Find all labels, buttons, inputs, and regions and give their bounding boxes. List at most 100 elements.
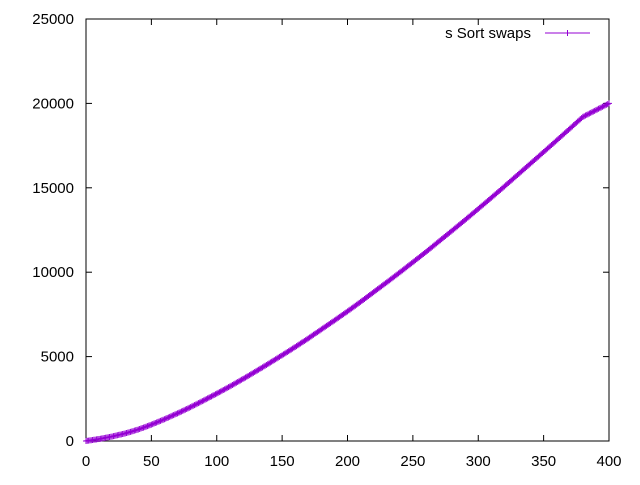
data-point-marker [152, 420, 159, 427]
data-point-marker [164, 415, 171, 422]
data-point-marker [174, 410, 181, 417]
data-point-marker [196, 399, 203, 406]
legend-plus-marker [564, 30, 571, 36]
data-point-marker [590, 108, 597, 115]
y-tick-label: 15000 [32, 180, 74, 197]
data-point-marker [169, 412, 176, 419]
data-point-marker [598, 104, 605, 111]
y-tick-label: 5000 [41, 349, 74, 366]
data-point-marker [166, 413, 173, 420]
data-point-marker [191, 402, 198, 409]
data-point-marker [156, 418, 163, 425]
data-point-marker [237, 377, 244, 384]
data-point-marker [157, 417, 164, 424]
data-point-marker [606, 100, 612, 107]
x-tick-label: 100 [204, 453, 229, 470]
data-point-marker [209, 392, 216, 399]
data-point-marker [201, 396, 208, 403]
data-point-marker [186, 404, 193, 411]
data-point-marker [212, 391, 219, 398]
data-point-marker [178, 408, 185, 415]
data-point-marker [207, 394, 214, 401]
data-point-marker [192, 401, 199, 408]
data-point-marker [162, 415, 169, 422]
data-point-marker [194, 400, 201, 407]
data-point-marker [184, 405, 191, 412]
data-point-marker [205, 394, 212, 401]
data-point-marker [175, 409, 182, 416]
data-point-marker [233, 379, 240, 386]
data-point-marker [599, 103, 606, 110]
data-point-marker [596, 105, 603, 112]
data-point-marker [582, 112, 589, 119]
data-point-marker [600, 103, 607, 110]
data-point-marker [234, 379, 241, 386]
data-point-marker [187, 404, 194, 411]
data-point-marker [181, 407, 188, 414]
legend-marker [564, 30, 571, 36]
data-point-marker [160, 416, 167, 423]
series-layer [83, 100, 612, 444]
y-tick-label: 20000 [32, 95, 74, 112]
x-tick-label: 150 [270, 453, 295, 470]
data-point-marker [595, 105, 602, 112]
data-point-marker [592, 107, 599, 114]
data-point-marker [188, 403, 195, 410]
data-point-marker [221, 386, 228, 393]
data-point-marker [587, 109, 594, 116]
x-tick-label: 350 [531, 453, 556, 470]
data-point-marker [211, 391, 218, 398]
data-point-marker [150, 420, 157, 427]
data-point-marker [179, 407, 186, 414]
data-point-marker [165, 414, 172, 421]
data-point-marker [149, 421, 156, 428]
data-point-marker [200, 397, 207, 404]
data-point-marker [215, 389, 222, 396]
data-point-marker [203, 396, 210, 403]
data-point-marker [204, 395, 211, 402]
data-point-marker [230, 381, 237, 388]
data-point-marker [154, 418, 161, 425]
data-point-marker [199, 398, 206, 405]
data-point-marker [591, 107, 598, 114]
data-point-marker [167, 413, 174, 420]
data-point-marker [602, 102, 609, 109]
legend: s Sort swaps [445, 25, 590, 42]
x-tick-label: 400 [596, 453, 621, 470]
axis-ticks: 0 50 100 150 200 250 300 350 400 0 5000 10000 15000 2… [32, 11, 621, 470]
data-point-marker [153, 419, 160, 426]
x-tick-label: 250 [400, 453, 425, 470]
y-tick-label: 0 [66, 433, 74, 450]
data-point-marker [195, 400, 202, 407]
data-point-marker [579, 113, 586, 120]
series-line [85, 102, 610, 442]
data-point-marker [216, 389, 223, 396]
data-point-marker [226, 383, 233, 390]
data-point-marker [604, 101, 611, 108]
data-point-marker [198, 398, 205, 405]
data-point-marker [589, 109, 596, 116]
data-point-marker [585, 111, 592, 118]
data-point-marker [208, 393, 215, 400]
data-point-marker [603, 101, 610, 108]
data-point-marker [190, 402, 197, 409]
data-point-marker [232, 380, 239, 387]
data-point-marker [177, 409, 184, 416]
data-point-marker [228, 382, 235, 389]
data-point-marker [213, 390, 220, 397]
data-point-marker [183, 405, 190, 412]
data-point-marker [217, 388, 224, 395]
data-point-marker [581, 113, 588, 120]
x-tick-label: 0 [82, 453, 90, 470]
data-point-marker [586, 110, 593, 117]
data-point-marker [173, 410, 180, 417]
data-point-marker [225, 384, 232, 391]
data-point-marker [158, 417, 165, 424]
x-tick-label: 300 [466, 453, 491, 470]
data-point-marker [161, 416, 168, 423]
data-point-marker [220, 387, 227, 394]
data-point-marker [148, 421, 155, 428]
data-point-marker [235, 378, 242, 385]
